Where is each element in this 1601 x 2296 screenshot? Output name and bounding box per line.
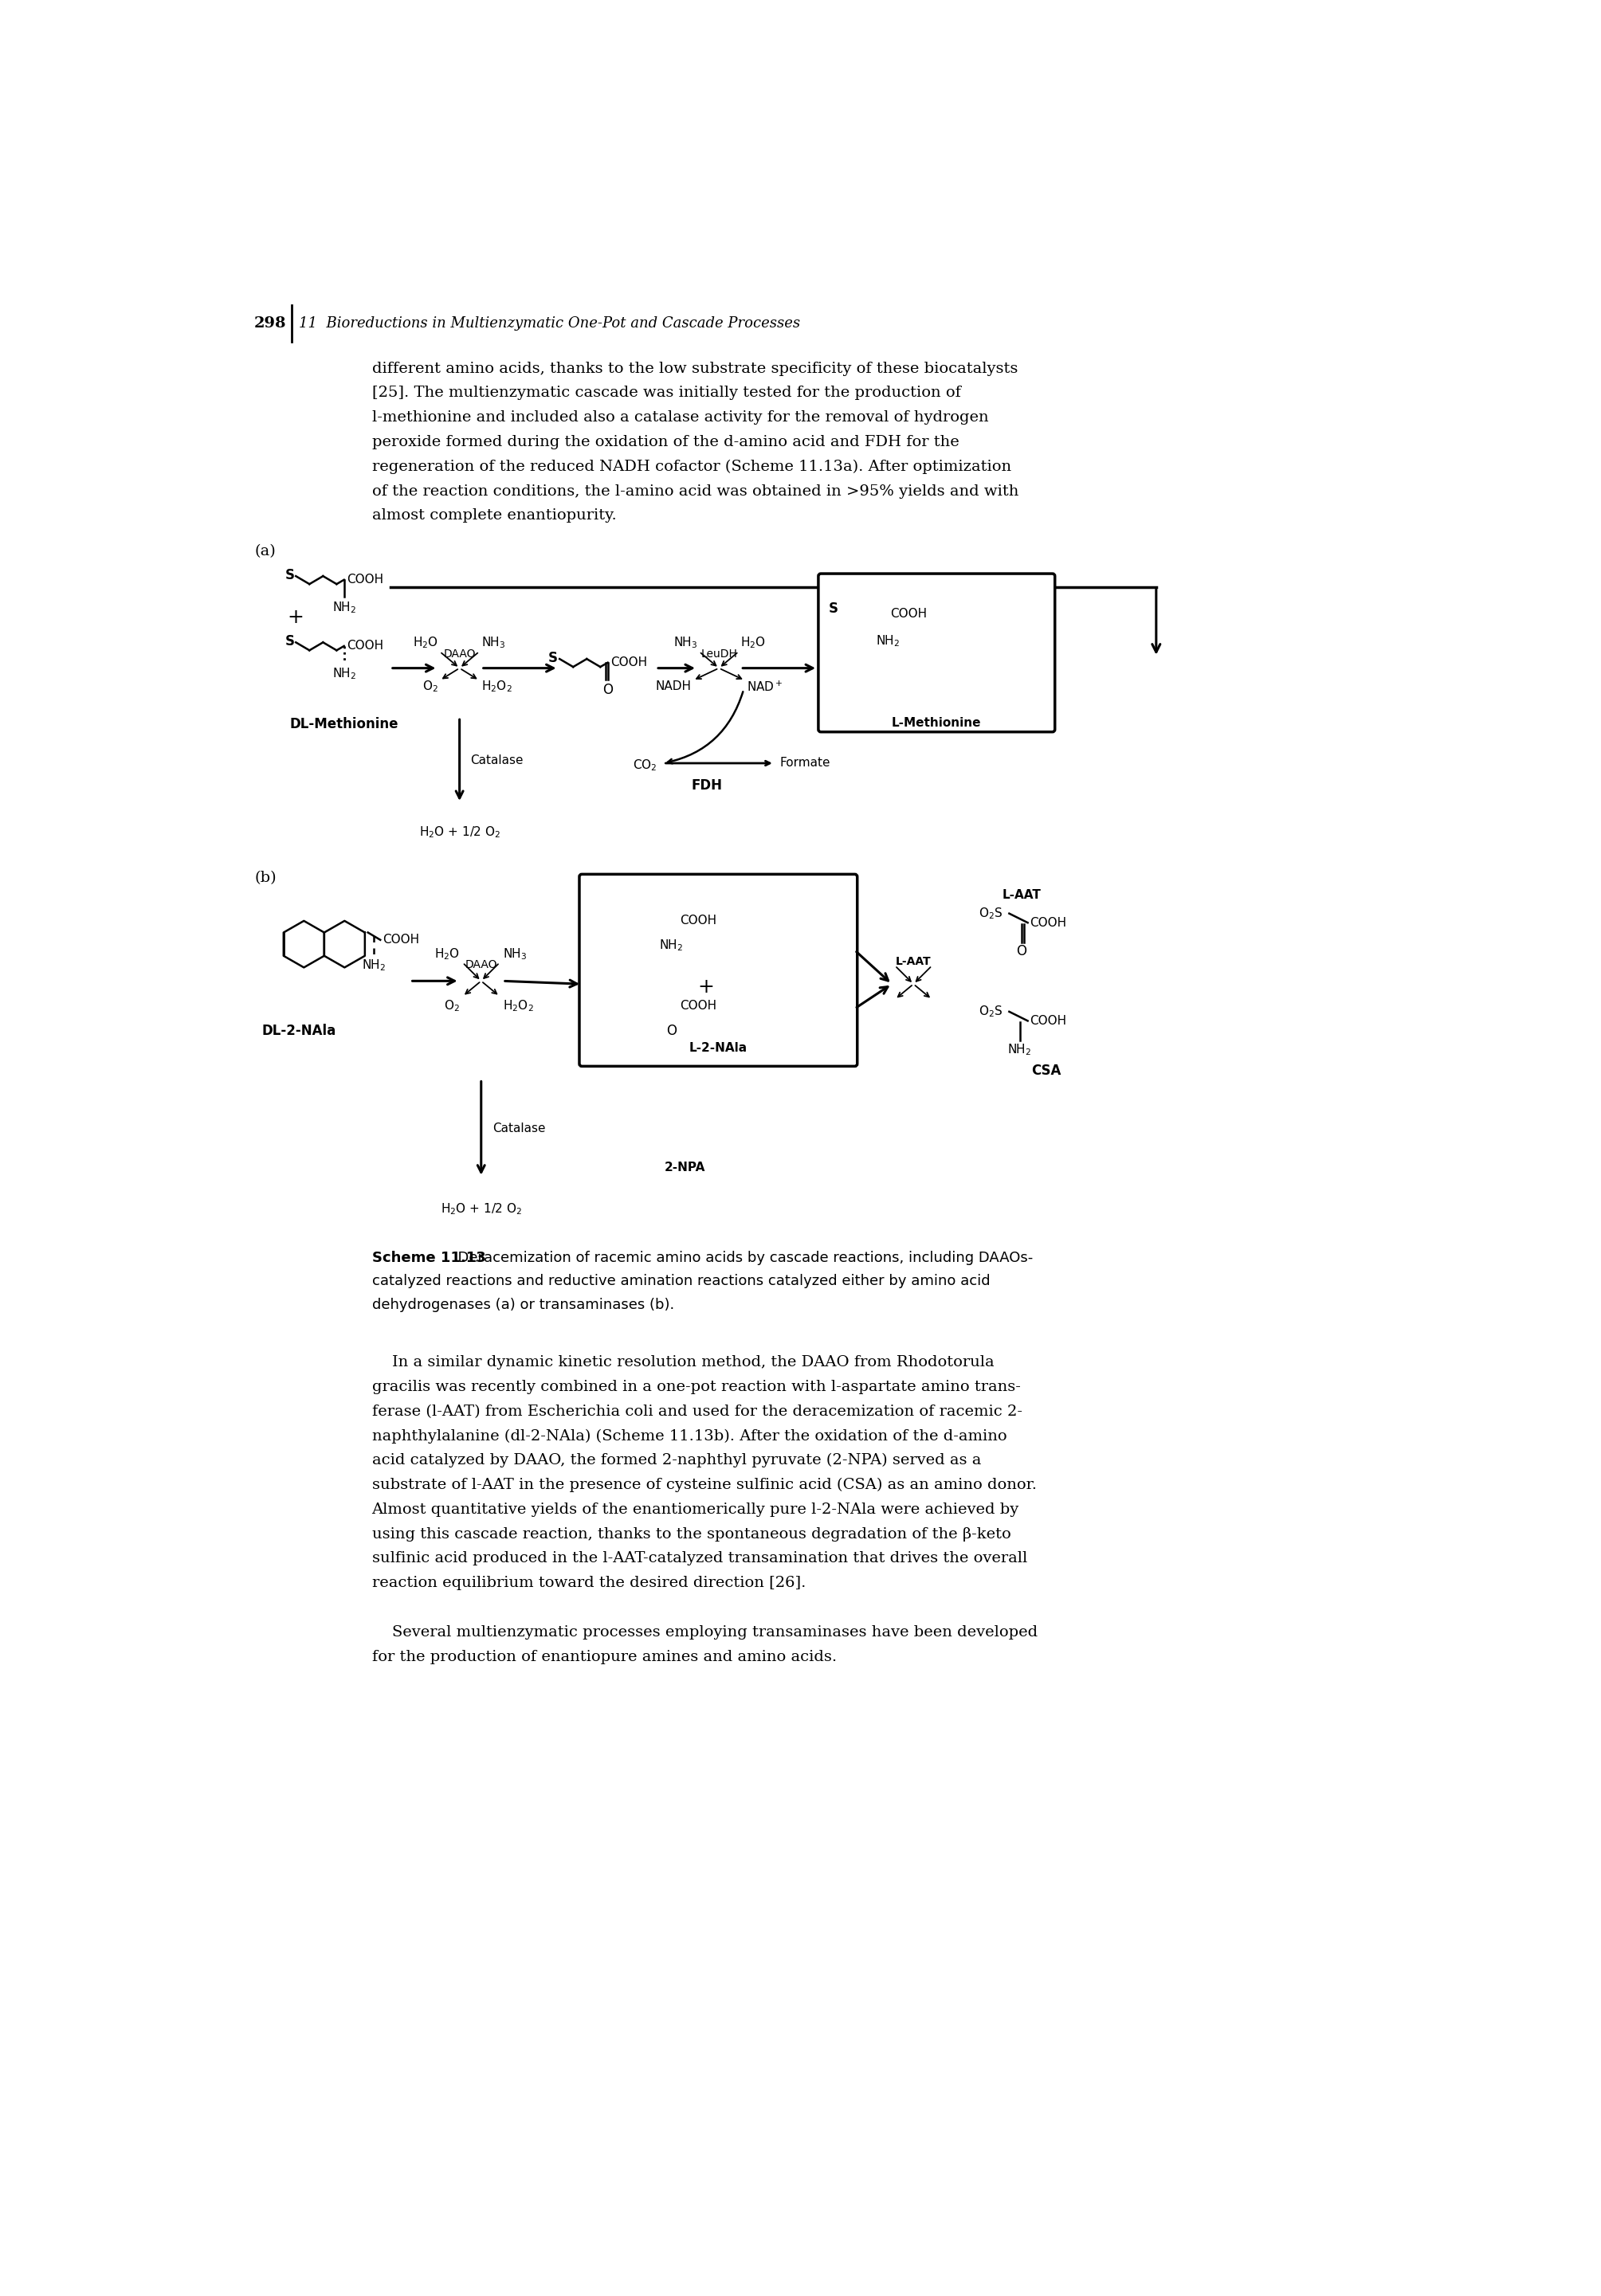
Text: In a similar dynamic kinetic resolution method, the DAAO from Rhodotorula: In a similar dynamic kinetic resolution … bbox=[371, 1355, 994, 1368]
Text: Catalase: Catalase bbox=[471, 753, 524, 767]
Text: Catalase: Catalase bbox=[492, 1123, 546, 1134]
Text: for the production of enantiopure amines and amino acids.: for the production of enantiopure amines… bbox=[371, 1649, 836, 1665]
Text: CSA: CSA bbox=[1031, 1063, 1061, 1079]
Text: DAAO: DAAO bbox=[464, 960, 498, 971]
Text: +: + bbox=[698, 978, 714, 996]
Text: NAD$^+$: NAD$^+$ bbox=[746, 680, 783, 693]
Text: dehydrogenases (a) or transaminases (b).: dehydrogenases (a) or transaminases (b). bbox=[371, 1297, 674, 1311]
Text: COOH: COOH bbox=[347, 641, 384, 652]
Text: NH$_3$: NH$_3$ bbox=[482, 634, 506, 650]
FancyBboxPatch shape bbox=[818, 574, 1055, 732]
Text: NH$_2$: NH$_2$ bbox=[331, 599, 355, 615]
Text: gracilis was recently combined in a one-pot reaction with l-aspartate amino tran: gracilis was recently combined in a one-… bbox=[371, 1380, 1020, 1394]
Text: COOH: COOH bbox=[1029, 1015, 1066, 1026]
FancyBboxPatch shape bbox=[580, 875, 857, 1065]
Text: O: O bbox=[666, 1024, 677, 1038]
Text: O$_2$S: O$_2$S bbox=[978, 1003, 1002, 1019]
Text: substrate of l-AAT in the presence of cysteine sulfinic acid (CSA) as an amino d: substrate of l-AAT in the presence of cy… bbox=[371, 1479, 1036, 1492]
Text: catalyzed reactions and reductive amination reactions catalyzed either by amino : catalyzed reactions and reductive aminat… bbox=[371, 1274, 989, 1288]
Text: H$_2$O + 1/2 O$_2$: H$_2$O + 1/2 O$_2$ bbox=[440, 1201, 522, 1217]
Text: Several multienzymatic processes employing transaminases have been developed: Several multienzymatic processes employi… bbox=[371, 1626, 1037, 1639]
Text: COOH: COOH bbox=[680, 1001, 717, 1013]
Text: acid catalyzed by DAAO, the formed 2-naphthyl pyruvate (2-NPA) served as a: acid catalyzed by DAAO, the formed 2-nap… bbox=[371, 1453, 981, 1467]
Text: 2-NPA: 2-NPA bbox=[664, 1162, 706, 1173]
Text: 298: 298 bbox=[255, 317, 287, 331]
Text: NH$_2$: NH$_2$ bbox=[876, 634, 900, 650]
Text: NH$_2$: NH$_2$ bbox=[362, 957, 386, 974]
Text: COOH: COOH bbox=[680, 914, 717, 925]
Text: using this cascade reaction, thanks to the spontaneous degradation of the β-keto: using this cascade reaction, thanks to t… bbox=[371, 1527, 1010, 1541]
Text: (b): (b) bbox=[255, 870, 277, 884]
Text: Deracemization of racemic amino acids by cascade reactions, including DAAOs-: Deracemization of racemic amino acids by… bbox=[448, 1251, 1033, 1265]
Text: NH$_3$: NH$_3$ bbox=[672, 634, 698, 650]
Text: H$_2$O$_2$: H$_2$O$_2$ bbox=[503, 999, 533, 1013]
Text: Almost quantitative yields of the enantiomerically pure l-2-NAla were achieved b: Almost quantitative yields of the enanti… bbox=[371, 1502, 1020, 1518]
Text: reaction equilibrium toward the desired direction [26].: reaction equilibrium toward the desired … bbox=[371, 1575, 805, 1591]
Text: DL-Methionine: DL-Methionine bbox=[290, 716, 399, 732]
Text: NH$_2$: NH$_2$ bbox=[1007, 1042, 1031, 1056]
Text: COOH: COOH bbox=[383, 934, 419, 946]
Text: S: S bbox=[285, 567, 295, 583]
Text: O$_2$: O$_2$ bbox=[423, 680, 439, 693]
Text: 11  Bioreductions in Multienzymatic One-Pot and Cascade Processes: 11 Bioreductions in Multienzymatic One-P… bbox=[299, 317, 800, 331]
Text: H$_2$O$_2$: H$_2$O$_2$ bbox=[482, 680, 512, 693]
Text: L-2-NAla: L-2-NAla bbox=[688, 1042, 748, 1054]
Text: NH$_3$: NH$_3$ bbox=[503, 946, 527, 962]
Text: L-AAT: L-AAT bbox=[895, 957, 932, 967]
Text: ferase (l-AAT) from Escherichia coli and used for the deracemization of racemic : ferase (l-AAT) from Escherichia coli and… bbox=[371, 1405, 1021, 1419]
Text: COOH: COOH bbox=[890, 608, 927, 620]
Text: H$_2$O: H$_2$O bbox=[434, 946, 459, 962]
Text: S: S bbox=[828, 602, 837, 615]
Text: regeneration of the reduced NADH cofactor (Scheme 11.13a). After optimization: regeneration of the reduced NADH cofacto… bbox=[371, 459, 1012, 473]
Text: L-Methionine: L-Methionine bbox=[892, 716, 981, 730]
Text: O: O bbox=[602, 682, 613, 698]
Text: CO$_2$: CO$_2$ bbox=[632, 758, 656, 771]
Text: naphthylalanine (dl-2-NAla) (Scheme 11.13b). After the oxidation of the d-amino: naphthylalanine (dl-2-NAla) (Scheme 11.1… bbox=[371, 1428, 1007, 1444]
Text: Formate: Formate bbox=[780, 758, 829, 769]
Text: (a): (a) bbox=[255, 544, 275, 558]
Text: [25]. The multienzymatic cascade was initially tested for the production of: [25]. The multienzymatic cascade was ini… bbox=[371, 386, 961, 400]
Text: of the reaction conditions, the l-amino acid was obtained in >95% yields and wit: of the reaction conditions, the l-amino … bbox=[371, 484, 1018, 498]
Text: O: O bbox=[1017, 944, 1026, 957]
Text: H$_2$O: H$_2$O bbox=[413, 634, 439, 650]
Text: +: + bbox=[288, 608, 304, 627]
Text: peroxide formed during the oxidation of the d-amino acid and FDH for the: peroxide formed during the oxidation of … bbox=[371, 434, 959, 450]
Text: S: S bbox=[285, 634, 295, 647]
Text: S: S bbox=[549, 650, 559, 666]
Text: L-AAT: L-AAT bbox=[1002, 889, 1041, 902]
Text: COOH: COOH bbox=[347, 574, 384, 585]
Text: H$_2$O: H$_2$O bbox=[741, 634, 765, 650]
Text: H$_2$O + 1/2 O$_2$: H$_2$O + 1/2 O$_2$ bbox=[419, 824, 500, 840]
Text: different amino acids, thanks to the low substrate specificity of these biocatal: different amino acids, thanks to the low… bbox=[371, 360, 1018, 377]
Text: LeuDH: LeuDH bbox=[701, 647, 736, 659]
Text: NH$_2$: NH$_2$ bbox=[660, 939, 684, 953]
Text: DAAO: DAAO bbox=[443, 647, 475, 659]
Text: sulfinic acid produced in the l-AAT-catalyzed transamination that drives the ove: sulfinic acid produced in the l-AAT-cata… bbox=[371, 1552, 1028, 1566]
Text: DL-2-NAla: DL-2-NAla bbox=[263, 1024, 336, 1038]
Text: NH$_2$: NH$_2$ bbox=[331, 666, 355, 682]
Text: almost complete enantiopurity.: almost complete enantiopurity. bbox=[371, 510, 616, 523]
Text: COOH: COOH bbox=[1029, 916, 1066, 928]
Text: FDH: FDH bbox=[692, 778, 722, 792]
Text: NADH: NADH bbox=[655, 680, 692, 693]
Text: Scheme 11.13: Scheme 11.13 bbox=[371, 1251, 485, 1265]
Text: O$_2$S: O$_2$S bbox=[978, 907, 1002, 921]
Text: l-methionine and included also a catalase activity for the removal of hydrogen: l-methionine and included also a catalas… bbox=[371, 411, 988, 425]
Text: COOH: COOH bbox=[612, 657, 647, 668]
Text: O$_2$: O$_2$ bbox=[443, 999, 459, 1013]
